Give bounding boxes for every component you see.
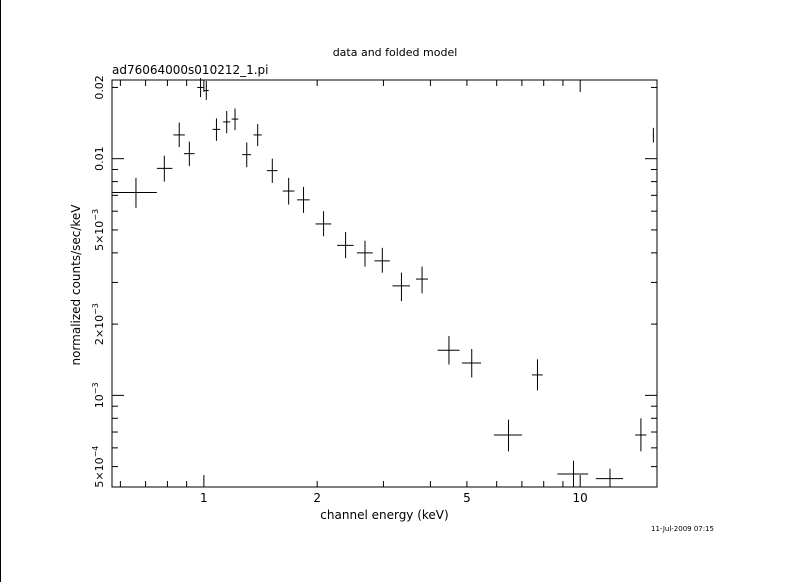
data-point bbox=[203, 80, 209, 100]
svg-text:0.02: 0.02 bbox=[93, 75, 106, 100]
x-tick-label: 1 bbox=[200, 491, 208, 505]
svg-text:2×10−3: 2×10−3 bbox=[91, 303, 106, 345]
window-left-edge bbox=[0, 0, 1, 582]
y-tick-label: 10−3 bbox=[91, 382, 106, 408]
data-point bbox=[315, 211, 332, 237]
y-tick-label: 0.02 bbox=[93, 75, 106, 100]
y-tick-label: 5×10−4 bbox=[91, 446, 106, 488]
data-point bbox=[266, 158, 278, 183]
axis-ticks bbox=[112, 80, 657, 487]
data-point bbox=[197, 78, 204, 98]
y-tick-label: 0.01 bbox=[93, 146, 106, 171]
data-point bbox=[212, 118, 221, 141]
svg-text:5×10−4: 5×10−4 bbox=[91, 446, 106, 488]
chart-subtitle: ad76064000s010212_1.pi bbox=[112, 63, 269, 77]
data-point bbox=[652, 127, 654, 143]
data-point bbox=[231, 108, 239, 131]
data-point bbox=[242, 142, 252, 168]
data-point bbox=[392, 272, 411, 302]
svg-text:10−3: 10−3 bbox=[91, 382, 106, 408]
y-tick-label: 5×10−3 bbox=[91, 209, 106, 251]
x-axis-label: channel energy (keV) bbox=[320, 508, 449, 522]
data-point bbox=[156, 155, 173, 182]
data-point bbox=[461, 348, 481, 378]
data-point bbox=[635, 418, 647, 452]
data-point bbox=[282, 177, 295, 205]
data-point bbox=[532, 359, 543, 391]
svg-text:5×10−3: 5×10−3 bbox=[91, 209, 106, 251]
data-point bbox=[595, 468, 624, 487]
data-point bbox=[493, 419, 522, 452]
data-point bbox=[112, 177, 157, 208]
x-tick-label: 2 bbox=[313, 491, 321, 505]
data-point bbox=[253, 124, 262, 147]
data-point bbox=[374, 247, 390, 273]
data-point bbox=[356, 240, 373, 267]
data-point bbox=[297, 186, 310, 213]
data-point bbox=[415, 266, 428, 294]
chart-title: data and folded model bbox=[332, 46, 458, 59]
svg-text:0.01: 0.01 bbox=[93, 146, 106, 171]
data-points bbox=[112, 78, 654, 487]
data-point bbox=[557, 460, 589, 487]
plot-frame bbox=[111, 79, 658, 488]
tick-labels: 1 2 5 10 5×10−4 10−3 2×10−3 5×10−3 0.01 0.02 bbox=[91, 75, 588, 505]
data-point bbox=[337, 232, 354, 259]
data-point bbox=[223, 111, 231, 134]
x-tick-label: 5 bbox=[463, 491, 471, 505]
data-point bbox=[437, 336, 460, 365]
data-point bbox=[173, 122, 185, 148]
data-point bbox=[183, 141, 195, 167]
axes-frame bbox=[111, 79, 658, 488]
x-tick-label: 10 bbox=[573, 491, 588, 505]
y-tick-label: 2×10−3 bbox=[91, 303, 106, 345]
plot-timestamp: 11-Jul-2009 07:15 bbox=[651, 525, 715, 533]
